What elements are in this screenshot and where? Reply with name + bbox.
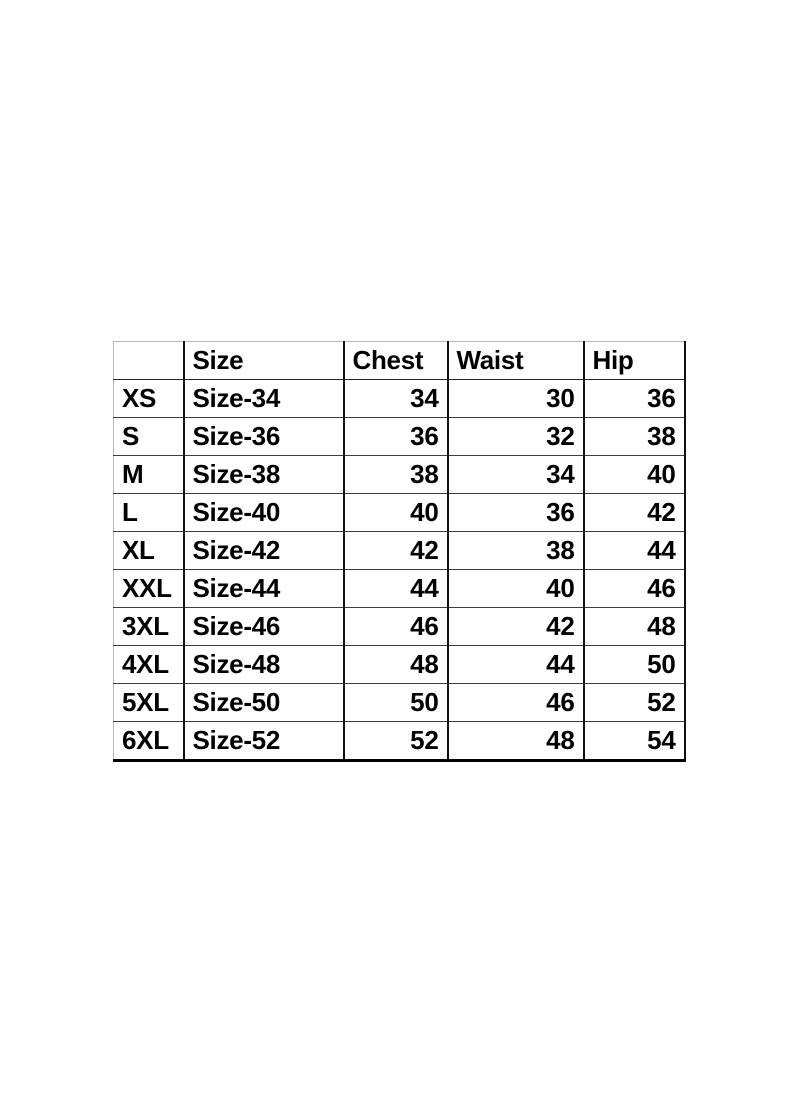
- table-row: XL Size-42 42 38 44: [113, 531, 686, 570]
- waist-cell: 30: [447, 379, 585, 418]
- chest-cell: 50: [343, 683, 449, 722]
- row-label-cell: 4XL: [113, 645, 185, 684]
- chest-cell: 42: [343, 531, 449, 570]
- table-row: XS Size-34 34 30 36: [113, 379, 686, 418]
- header-row: Size Chest Waist Hip: [113, 341, 686, 380]
- waist-cell: 36: [447, 493, 585, 532]
- size-cell: Size-44: [183, 569, 345, 608]
- header-cell-waist: Waist: [447, 341, 585, 380]
- waist-cell: 46: [447, 683, 585, 722]
- size-cell: Size-52: [183, 721, 345, 762]
- waist-cell: 48: [447, 721, 585, 762]
- table-row: XXL Size-44 44 40 46: [113, 569, 686, 608]
- row-label-cell: XXL: [113, 569, 185, 608]
- hip-cell: 36: [583, 379, 686, 418]
- size-chart-table: Size Chest Waist Hip XS Size-34 34 30 36…: [113, 341, 686, 762]
- size-cell: Size-48: [183, 645, 345, 684]
- table-row: L Size-40 40 36 42: [113, 493, 686, 532]
- row-label-cell: 3XL: [113, 607, 185, 646]
- row-label-cell: XL: [113, 531, 185, 570]
- hip-cell: 40: [583, 455, 686, 494]
- table-row: 5XL Size-50 50 46 52: [113, 683, 686, 722]
- size-cell: Size-46: [183, 607, 345, 646]
- hip-cell: 48: [583, 607, 686, 646]
- table-row: M Size-38 38 34 40: [113, 455, 686, 494]
- hip-cell: 50: [583, 645, 686, 684]
- size-cell: Size-34: [183, 379, 345, 418]
- waist-cell: 42: [447, 607, 585, 646]
- header-cell-size: Size: [183, 341, 345, 380]
- chest-cell: 52: [343, 721, 449, 762]
- waist-cell: 40: [447, 569, 585, 608]
- chest-cell: 46: [343, 607, 449, 646]
- row-label-cell: 6XL: [113, 721, 185, 762]
- waist-cell: 34: [447, 455, 585, 494]
- row-label-cell: L: [113, 493, 185, 532]
- hip-cell: 38: [583, 417, 686, 456]
- waist-cell: 44: [447, 645, 585, 684]
- header-cell-hip: Hip: [583, 341, 686, 380]
- hip-cell: 46: [583, 569, 686, 608]
- header-cell-blank: [113, 341, 185, 380]
- chest-cell: 38: [343, 455, 449, 494]
- table-row: S Size-36 36 32 38: [113, 417, 686, 456]
- chest-cell: 40: [343, 493, 449, 532]
- size-cell: Size-36: [183, 417, 345, 456]
- hip-cell: 54: [583, 721, 686, 762]
- table-row: 4XL Size-48 48 44 50: [113, 645, 686, 684]
- chest-cell: 48: [343, 645, 449, 684]
- size-cell: Size-50: [183, 683, 345, 722]
- row-label-cell: S: [113, 417, 185, 456]
- hip-cell: 52: [583, 683, 686, 722]
- hip-cell: 44: [583, 531, 686, 570]
- waist-cell: 32: [447, 417, 585, 456]
- size-cell: Size-42: [183, 531, 345, 570]
- hip-cell: 42: [583, 493, 686, 532]
- size-cell: Size-38: [183, 455, 345, 494]
- chest-cell: 34: [343, 379, 449, 418]
- size-cell: Size-40: [183, 493, 345, 532]
- row-label-cell: 5XL: [113, 683, 185, 722]
- chest-cell: 44: [343, 569, 449, 608]
- table-row: 6XL Size-52 52 48 54: [113, 721, 686, 762]
- row-label-cell: M: [113, 455, 185, 494]
- waist-cell: 38: [447, 531, 585, 570]
- header-cell-chest: Chest: [343, 341, 449, 380]
- row-label-cell: XS: [113, 379, 185, 418]
- chest-cell: 36: [343, 417, 449, 456]
- table-row: 3XL Size-46 46 42 48: [113, 607, 686, 646]
